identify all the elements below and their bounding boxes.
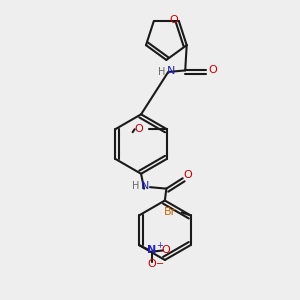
Text: O: O: [161, 245, 170, 256]
Text: H: H: [158, 67, 165, 77]
Text: −: −: [156, 260, 164, 269]
Text: H: H: [132, 181, 140, 191]
Text: O: O: [134, 124, 143, 134]
Text: N: N: [141, 181, 149, 191]
Text: Br: Br: [164, 207, 176, 218]
Text: O: O: [184, 170, 192, 180]
Text: O: O: [169, 15, 178, 25]
Text: N: N: [147, 245, 157, 256]
Text: N: N: [167, 66, 176, 76]
Text: O: O: [148, 260, 156, 269]
Text: +: +: [156, 241, 163, 250]
Text: O: O: [208, 65, 217, 75]
